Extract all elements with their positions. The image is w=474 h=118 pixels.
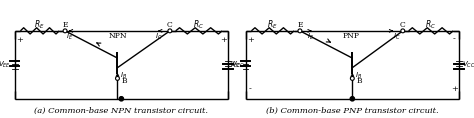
Text: $R_E$: $R_E$: [35, 19, 45, 31]
Text: $V_{CC}$: $V_{CC}$: [462, 60, 474, 70]
Text: B: B: [121, 77, 127, 85]
Text: C: C: [400, 21, 406, 29]
Circle shape: [119, 97, 124, 101]
Circle shape: [350, 76, 354, 80]
Text: $R_E$: $R_E$: [267, 19, 278, 31]
Circle shape: [63, 29, 67, 33]
Text: E: E: [62, 21, 68, 29]
Text: (b) Common-base PNP transistor circuit.: (b) Common-base PNP transistor circuit.: [266, 106, 438, 114]
Text: $R_C$: $R_C$: [193, 19, 204, 31]
Text: PNP: PNP: [343, 32, 360, 40]
Text: +: +: [451, 85, 458, 93]
Circle shape: [168, 29, 172, 33]
Text: $I_E$: $I_E$: [307, 32, 314, 42]
Text: C: C: [167, 21, 173, 29]
Text: $I_C$: $I_C$: [155, 32, 163, 42]
Circle shape: [350, 97, 355, 101]
Text: -: -: [249, 85, 252, 93]
Text: +: +: [247, 36, 254, 44]
Text: $I_E$: $I_E$: [66, 32, 73, 42]
Text: +: +: [16, 36, 23, 44]
Text: E: E: [297, 21, 303, 29]
Circle shape: [298, 29, 302, 33]
Text: (a) Common-base NPN transistor circuit.: (a) Common-base NPN transistor circuit.: [34, 106, 209, 114]
Circle shape: [116, 76, 119, 80]
Text: $R_C$: $R_C$: [426, 19, 437, 31]
Text: B: B: [356, 77, 362, 85]
Text: +: +: [220, 36, 227, 44]
Text: $V_{EE}$: $V_{EE}$: [0, 60, 11, 70]
Text: NPN: NPN: [108, 32, 127, 40]
Text: $V_{EE}$: $V_{EE}$: [229, 60, 242, 70]
Circle shape: [401, 29, 405, 33]
Text: $I_B$: $I_B$: [355, 70, 362, 81]
Text: $I_B$: $I_B$: [120, 70, 127, 81]
Text: $I_C$: $I_C$: [393, 32, 401, 42]
Text: -: -: [453, 36, 456, 44]
Text: $V_{CC}$: $V_{CC}$: [231, 60, 245, 70]
